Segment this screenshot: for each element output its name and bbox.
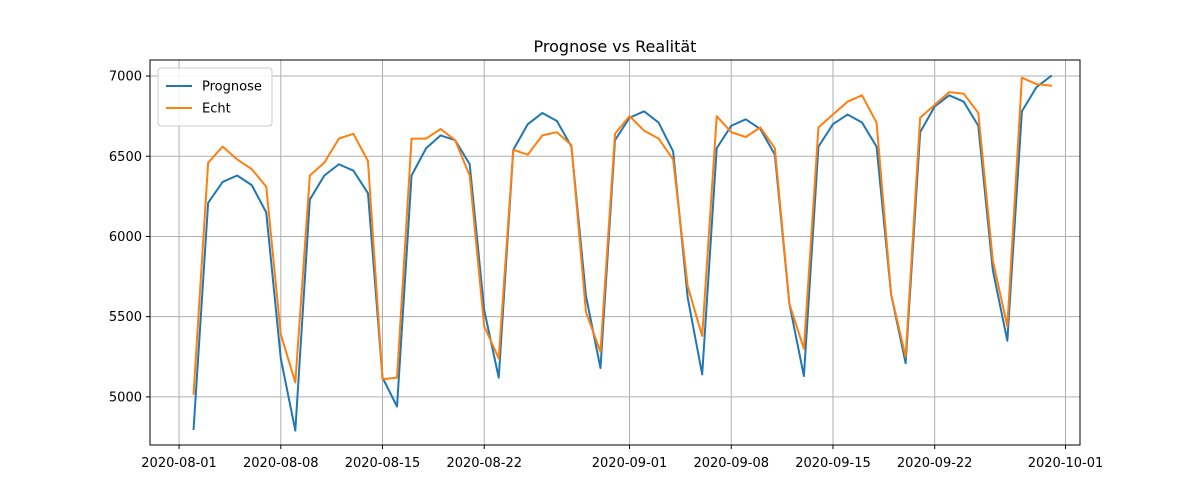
plot-frame bbox=[149, 59, 1081, 446]
y-tick-label: 5500 bbox=[109, 310, 142, 325]
legend-box bbox=[157, 67, 273, 127]
x-tick-label: 2020-08-01 bbox=[141, 456, 217, 471]
series-layer bbox=[192, 74, 1053, 432]
x-tick-label: 2020-09-08 bbox=[693, 456, 769, 471]
x-tick-label: 2020-08-22 bbox=[446, 456, 522, 471]
x-tick-label: 2020-08-08 bbox=[243, 456, 319, 471]
y-tick-label: 6000 bbox=[109, 230, 142, 245]
series-line-prognose bbox=[192, 74, 1053, 432]
x-tick-label: 2020-08-15 bbox=[345, 456, 421, 471]
y-tick-label: 6500 bbox=[109, 150, 142, 165]
y-tick-label: 7000 bbox=[109, 70, 142, 85]
tick-layer: 2020-08-01 2020-08-08 2020-08-15 2020-08-22… bbox=[109, 70, 1103, 471]
legend: Prognose Echt bbox=[157, 67, 273, 127]
x-tick-label: 2020-10-01 bbox=[1028, 456, 1104, 471]
chart-title: Prognose vs Realität bbox=[534, 37, 697, 56]
x-tick-label: 2020-09-01 bbox=[592, 456, 668, 471]
legend-label: Echt bbox=[202, 102, 231, 117]
x-tick-label: 2020-09-15 bbox=[795, 456, 871, 471]
grid-layer bbox=[150, 60, 1080, 445]
series-line-echt bbox=[192, 76, 1053, 395]
x-tick-label: 2020-09-22 bbox=[897, 456, 973, 471]
y-tick-label: 5000 bbox=[109, 390, 142, 405]
legend-label: Prognose bbox=[202, 80, 262, 95]
